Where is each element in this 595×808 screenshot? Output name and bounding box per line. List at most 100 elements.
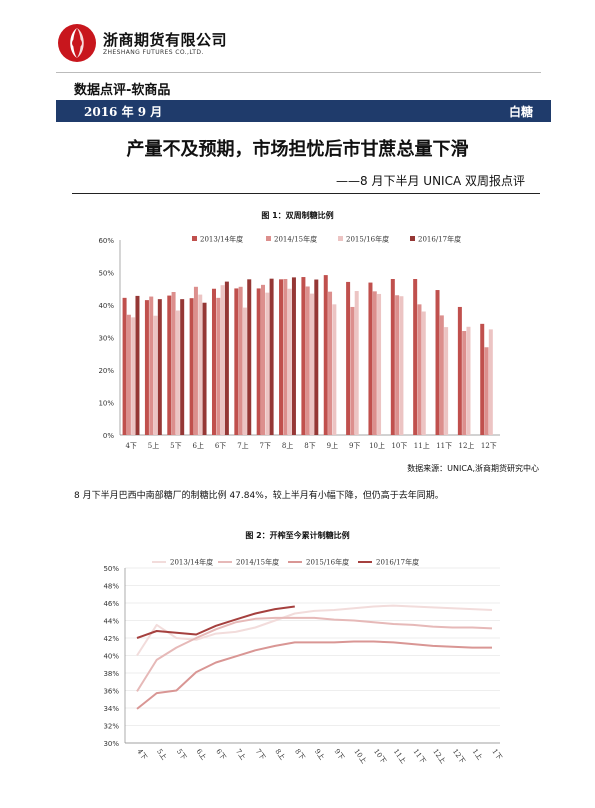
y-tick-label: 30% <box>103 740 119 748</box>
bar <box>122 297 127 435</box>
bar <box>149 296 154 435</box>
x-tick-label: 5下 <box>170 442 181 450</box>
x-tick-label: 8下 <box>304 442 315 450</box>
bar <box>435 290 440 435</box>
x-tick-label: 8上 <box>273 747 287 762</box>
bar <box>256 288 261 435</box>
bar <box>198 294 203 435</box>
x-tick-label: 4下 <box>135 748 148 762</box>
date-banner <box>56 100 551 122</box>
bar <box>144 300 149 435</box>
legend-label: 2013/14年度 <box>170 558 213 567</box>
header-divider <box>56 72 541 73</box>
figure1-source: 数据来源：UNICA,浙商期货研究中心 <box>407 464 539 473</box>
bar <box>462 331 467 435</box>
company-name-en: ZHESHANG FUTURES CO.,LTD. <box>103 49 204 56</box>
x-tick-label: 7上 <box>237 441 248 450</box>
bar <box>260 284 265 435</box>
x-tick-label: 11下 <box>436 442 452 450</box>
y-tick-label: 50% <box>103 565 119 573</box>
bar <box>247 279 252 435</box>
x-tick-label: 12上 <box>431 747 448 765</box>
legend-label: 2014/15年度 <box>274 235 317 244</box>
bar <box>180 299 185 435</box>
legend-swatch <box>338 236 343 241</box>
bar <box>238 286 243 435</box>
series-line <box>136 616 493 692</box>
y-tick-label: 46% <box>103 600 119 608</box>
bar <box>395 295 400 435</box>
figure2-caption: 图 2：开榨至今累计制糖比例 <box>245 531 350 540</box>
legend-label: 2016/17年度 <box>418 235 461 244</box>
x-tick-label: 9下 <box>349 442 360 450</box>
company-name-cn: 浙商期货有限公司 <box>103 31 228 49</box>
bar <box>305 286 310 435</box>
bar <box>189 298 194 435</box>
bar <box>328 291 333 435</box>
bar <box>126 314 131 435</box>
y-tick-label: 38% <box>103 670 119 678</box>
bar <box>216 297 221 435</box>
bar <box>346 281 351 435</box>
x-tick-label: 9上 <box>327 441 338 450</box>
report-date: 2016 年 9 月 <box>84 105 163 119</box>
report-subtitle: ——8 月下半月 UNICA 双周报点评 <box>336 174 525 188</box>
report-category: 数据点评-软商品 <box>74 83 171 98</box>
x-tick-label: 6上 <box>193 441 204 450</box>
x-tick-label: 10下 <box>372 748 388 766</box>
bar <box>354 291 359 435</box>
bar <box>135 295 140 435</box>
y-tick-label: 0% <box>103 432 114 440</box>
x-tick-label: 7上 <box>234 747 248 762</box>
y-tick-label: 34% <box>103 705 119 713</box>
title-divider <box>72 193 540 194</box>
bar <box>153 315 158 435</box>
bar <box>265 292 270 435</box>
y-tick-label: 48% <box>103 583 119 591</box>
bar <box>202 302 207 435</box>
x-tick-label: 7下 <box>254 748 267 762</box>
x-tick-label: 12上 <box>459 441 475 450</box>
y-tick-label: 32% <box>103 723 119 731</box>
bar <box>488 329 493 435</box>
y-tick-label: 36% <box>103 688 119 696</box>
legend-label: 2015/16年度 <box>306 558 349 567</box>
y-tick-label: 30% <box>98 335 114 343</box>
x-tick-label: 11上 <box>392 747 409 765</box>
bar <box>372 291 377 435</box>
legend-swatch <box>266 236 271 241</box>
bar <box>439 315 444 435</box>
bar <box>211 288 216 435</box>
report-title: 产量不及预期，市场担忧后市甘蔗总量下滑 <box>126 139 469 160</box>
y-tick-label: 60% <box>98 237 114 245</box>
bar <box>421 311 426 435</box>
x-tick-label: 11下 <box>411 748 427 766</box>
x-tick-label: 5上 <box>155 747 169 762</box>
bar <box>457 306 462 435</box>
x-tick-label: 7下 <box>260 442 271 450</box>
bar <box>368 282 373 435</box>
series-line <box>136 605 295 639</box>
series-line <box>136 604 493 657</box>
legend-label: 2013/14年度 <box>200 235 243 244</box>
bar <box>283 279 288 435</box>
x-tick-label: 5下 <box>175 748 188 762</box>
figure1-caption: 图 1：双周制糖比例 <box>261 211 334 220</box>
y-tick-label: 20% <box>98 367 114 375</box>
x-tick-label: 10上 <box>352 747 369 765</box>
legend-label: 2016/17年度 <box>376 558 419 567</box>
bar <box>314 279 319 435</box>
bar <box>480 323 485 435</box>
bar <box>220 285 225 435</box>
bar <box>269 278 274 435</box>
y-tick-label: 50% <box>98 270 114 278</box>
bar <box>287 288 292 435</box>
bar <box>301 277 306 435</box>
bar <box>193 286 198 435</box>
x-tick-label: 6下 <box>215 442 226 450</box>
bar <box>157 299 162 435</box>
x-tick-label: 12下 <box>451 748 467 766</box>
x-tick-label: 6上 <box>195 747 209 762</box>
bar <box>484 347 489 435</box>
series-line <box>136 640 492 710</box>
